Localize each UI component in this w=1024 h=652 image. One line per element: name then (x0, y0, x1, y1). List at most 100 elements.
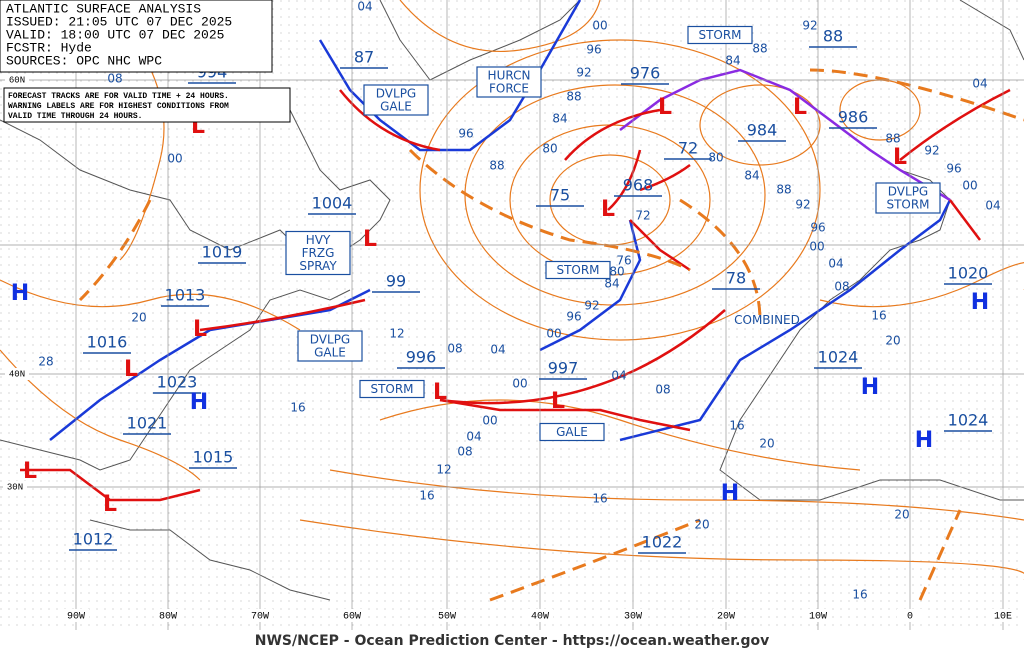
isobar-label: 80 (542, 142, 557, 156)
isobar-label: 00 (482, 414, 497, 428)
warning-box (363, 84, 429, 116)
pressure-center: 88 (823, 27, 843, 46)
coastlines (0, 0, 1024, 601)
low-symbol: L (893, 145, 907, 170)
low-symbol: L (103, 492, 117, 517)
lon-box (713, 609, 739, 622)
isobar-label: 96 (566, 310, 581, 324)
warning-label: DVLPG (310, 333, 350, 347)
isobar-label: 88 (776, 183, 791, 197)
isobar-label: 92 (802, 19, 817, 33)
isobar-label: 04 (972, 77, 987, 91)
warning-label: COMBINED (734, 313, 800, 327)
header-box (0, 0, 273, 73)
pressure-center: 1012 (73, 530, 114, 549)
isobar-label: 84 (725, 54, 740, 68)
warning-label: STORM (886, 198, 929, 212)
warning-label: DVLPG (376, 87, 416, 101)
isobar-label: 16 (592, 492, 607, 506)
isobar-label: 08 (655, 383, 670, 397)
warning-label: SPRAY (299, 259, 337, 273)
isobar-label: 92 (584, 299, 599, 313)
isobar-label: 16 (871, 309, 886, 323)
longitude-label: 50W (438, 612, 456, 623)
pressure-center: 78 (726, 269, 746, 288)
lon-box (339, 609, 365, 622)
longitude-label: 90W (67, 612, 85, 623)
lon-box (990, 609, 1016, 622)
warning-label: FORCE (489, 82, 529, 96)
longitude-label: 30W (624, 612, 642, 623)
lon-box (897, 609, 923, 622)
longitude-label: 20W (717, 612, 735, 623)
warning-box (285, 230, 351, 276)
warning-label: STORM (556, 263, 599, 277)
pressure-center: 1015 (193, 448, 234, 467)
warning-label: STORM (370, 382, 413, 396)
isobar-label: 20 (131, 311, 146, 325)
isobar-label: 04 (466, 430, 481, 444)
longitude-label: 80W (159, 612, 177, 623)
isobar-label: 08 (447, 342, 462, 356)
isobar-label: 88 (752, 42, 767, 56)
pressure-center: 984 (747, 121, 778, 140)
warning-box (297, 330, 363, 362)
pressure-center: 72 (678, 139, 698, 158)
isobar-label: 20 (694, 518, 709, 532)
pressure-center: 1020 (948, 264, 989, 283)
low-symbol: L (193, 317, 207, 342)
high-symbol: H (861, 375, 879, 400)
pressure-center: 1022 (642, 533, 683, 552)
pressure-center: 1023 (157, 373, 198, 392)
header-line: ATLANTIC SURFACE ANALYSIS (6, 1, 201, 16)
warning-box (545, 260, 611, 280)
low-symbol: L (124, 357, 138, 382)
latitude-label: 60N (9, 75, 25, 85)
lon-box (620, 609, 646, 622)
warning-label: DVLPG (888, 185, 928, 199)
pressure-center: 1013 (165, 286, 206, 305)
isobar-label: 00 (546, 327, 561, 341)
isobar-label: 92 (795, 198, 810, 212)
pressure-center: 976 (630, 64, 661, 83)
high-symbol: H (971, 290, 989, 315)
notice-box (3, 87, 291, 123)
high-symbol: H (190, 390, 208, 415)
isobar-label: 04 (490, 343, 505, 357)
isobar-label: 80 (609, 265, 624, 279)
isobar-label: 20 (885, 334, 900, 348)
isobar-label: 96 (586, 43, 601, 57)
lon-box (63, 609, 89, 622)
isobar-label: 12 (436, 463, 451, 477)
latitude-label: 30N (7, 482, 23, 492)
pressure-center: 1004 (312, 194, 353, 213)
warning-box (875, 182, 941, 214)
fronts (20, 0, 981, 502)
longitude-label: 70W (251, 612, 269, 623)
pressure-center: 968 (623, 176, 654, 195)
isobar-label: 88 (885, 132, 900, 146)
lon-box (155, 609, 181, 622)
isobar-label: 20 (759, 437, 774, 451)
footer-band (0, 630, 1024, 652)
high-symbol: H (915, 428, 933, 453)
isobar-label: 04 (985, 199, 1000, 213)
isobar-label: 16 (419, 489, 434, 503)
longitude-label: 10E (994, 612, 1012, 623)
pressure-center: 1016 (87, 333, 128, 352)
isobar-label: 20 (894, 508, 909, 522)
isobar-label: 04 (611, 369, 626, 383)
pressure-center: 986 (838, 108, 869, 127)
isobar-label: 28 (38, 355, 53, 369)
isobar-label: 96 (946, 162, 961, 176)
isobar-label: 84 (604, 277, 619, 291)
pressure-center: 99 (386, 272, 406, 291)
isobar-label: 08 (107, 72, 122, 86)
isobar-label: 76 (616, 254, 631, 268)
notice-line: FORECAST TRACKS ARE FOR VALID TIME + 24 … (8, 92, 229, 101)
warning-box (539, 422, 605, 442)
notice-line: WARNING LABELS ARE FOR HIGHEST CONDITION… (8, 102, 229, 111)
isobar-label: 00 (809, 240, 824, 254)
low-symbol: L (551, 389, 565, 414)
